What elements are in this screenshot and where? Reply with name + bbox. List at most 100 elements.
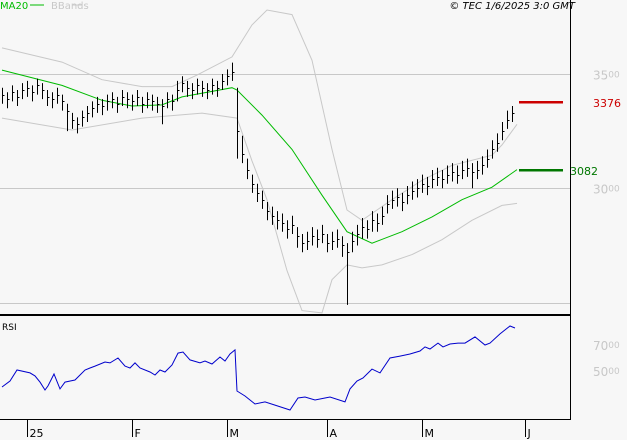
price-bar bbox=[427, 176, 430, 196]
x-tick-label: J bbox=[527, 427, 531, 440]
price-bar bbox=[472, 163, 475, 189]
price-bar bbox=[192, 83, 195, 100]
price-bar bbox=[147, 92, 150, 109]
legend: MA20 BBands bbox=[0, 1, 89, 12]
price-bar bbox=[382, 206, 385, 225]
rsi-tick-label: 5000 bbox=[593, 365, 620, 379]
price-bar bbox=[52, 92, 55, 109]
rsi-panel: 7000 5000 bbox=[1, 325, 620, 411]
bband-lower-line bbox=[1, 112, 518, 314]
y-tick-label: 3500 bbox=[593, 69, 620, 83]
price-bar bbox=[407, 186, 410, 205]
price-bar bbox=[402, 192, 405, 212]
price-bar bbox=[282, 213, 285, 232]
price-bar bbox=[92, 101, 95, 118]
price-marker-line bbox=[519, 101, 563, 104]
price-bar bbox=[417, 179, 420, 198]
price-bar bbox=[462, 160, 465, 180]
price-bar bbox=[332, 231, 335, 251]
price-bar bbox=[127, 92, 130, 109]
price-bar bbox=[432, 170, 435, 189]
rsi-line bbox=[1, 325, 516, 411]
price-bar bbox=[482, 156, 485, 175]
price-bar bbox=[212, 78, 215, 95]
price-bar bbox=[497, 133, 500, 152]
price-bar bbox=[292, 215, 295, 235]
price-bar bbox=[442, 170, 445, 189]
price-bar bbox=[207, 83, 210, 100]
x-axis: 25 F M A M J bbox=[27, 420, 531, 440]
price-bar bbox=[72, 112, 75, 129]
y-tick-label: 3000 bbox=[593, 183, 620, 197]
price-bar bbox=[162, 99, 165, 125]
price-bar bbox=[302, 234, 305, 253]
price-bar bbox=[287, 220, 290, 239]
price-bar bbox=[487, 149, 490, 168]
price-bar bbox=[42, 83, 45, 100]
price-bar bbox=[397, 188, 400, 207]
price-bar bbox=[447, 165, 450, 184]
price-bar bbox=[97, 96, 100, 113]
price-marker-label: 3376 bbox=[593, 97, 621, 110]
price-bar bbox=[7, 92, 10, 109]
price-bar bbox=[62, 94, 65, 111]
price-bar bbox=[467, 158, 470, 177]
price-bar bbox=[227, 69, 230, 86]
x-tick-label: F bbox=[135, 427, 141, 440]
x-tick-label: M bbox=[425, 427, 435, 440]
price-bar bbox=[137, 90, 140, 107]
price-bar bbox=[272, 206, 275, 225]
price-bar bbox=[457, 165, 460, 184]
price-bar bbox=[202, 80, 205, 97]
chart-frame bbox=[0, 0, 571, 420]
price-bar bbox=[107, 94, 110, 111]
price-bar bbox=[422, 174, 425, 193]
price-bar bbox=[232, 62, 235, 81]
price-bar bbox=[352, 231, 355, 253]
price-bar bbox=[37, 78, 40, 95]
price-panel: 3500 3000 3376 3082 bbox=[0, 9, 621, 314]
price-bar bbox=[257, 183, 260, 203]
price-bar bbox=[367, 220, 370, 239]
x-tick-label: 25 bbox=[30, 427, 44, 440]
price-marker-line bbox=[519, 169, 563, 172]
price-bar bbox=[222, 74, 225, 91]
price-bar bbox=[387, 195, 390, 214]
rsi-tick-label: 7000 bbox=[593, 339, 620, 353]
price-bar bbox=[2, 87, 5, 104]
price-bar bbox=[317, 229, 320, 248]
x-tick-label: A bbox=[330, 427, 338, 440]
price-bar bbox=[117, 96, 120, 113]
price-bar bbox=[507, 110, 510, 129]
price-bar bbox=[492, 140, 495, 159]
price-bar bbox=[197, 78, 200, 95]
ma20-line bbox=[1, 69, 518, 244]
copyright-text: © TEC 1/6/2025 3:0 GMT bbox=[449, 1, 576, 12]
price-bar bbox=[267, 202, 270, 221]
price-bar bbox=[297, 227, 300, 248]
price-bar bbox=[67, 103, 70, 132]
price-bar bbox=[77, 117, 80, 134]
price-bar bbox=[342, 236, 345, 257]
price-bar bbox=[27, 80, 30, 97]
price-bar bbox=[157, 96, 160, 113]
price-bar bbox=[17, 90, 20, 107]
price-bar bbox=[242, 135, 245, 164]
price-bar bbox=[182, 76, 185, 93]
price-bar bbox=[87, 106, 90, 123]
price-bar bbox=[237, 87, 240, 159]
price-bar bbox=[112, 92, 115, 109]
price-bar bbox=[122, 90, 125, 107]
price-bar bbox=[32, 85, 35, 102]
price-bar bbox=[372, 211, 375, 232]
price-bar bbox=[102, 99, 105, 116]
price-bar bbox=[512, 106, 515, 123]
price-marker-label: 3082 bbox=[570, 165, 598, 178]
price-bar bbox=[452, 163, 455, 182]
price-bar bbox=[217, 80, 220, 97]
price-bar bbox=[312, 227, 315, 246]
price-bar bbox=[152, 94, 155, 111]
price-bar bbox=[142, 96, 145, 113]
price-bar bbox=[337, 229, 340, 248]
